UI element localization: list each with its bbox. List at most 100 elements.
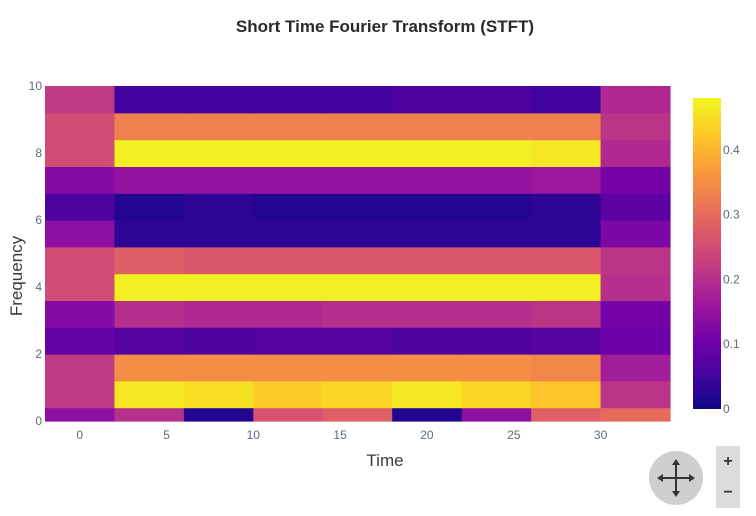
heatmap-cell[interactable] xyxy=(461,407,532,422)
heatmap-cell[interactable] xyxy=(600,407,671,422)
heatmap-cell[interactable] xyxy=(45,86,116,114)
heatmap-cell[interactable] xyxy=(531,407,602,422)
heatmap-cell[interactable] xyxy=(461,273,532,301)
heatmap-cell[interactable] xyxy=(461,354,532,382)
heatmap-cell[interactable] xyxy=(531,327,602,355)
heatmap-cell[interactable] xyxy=(253,327,324,355)
heatmap-cell[interactable] xyxy=(322,380,393,409)
heatmap-cell[interactable] xyxy=(253,112,324,141)
heatmap-cell[interactable] xyxy=(322,139,393,167)
heatmap-cell[interactable] xyxy=(531,380,602,409)
heatmap-cell[interactable] xyxy=(461,246,532,275)
pan-button[interactable] xyxy=(649,451,703,505)
heatmap-cell[interactable] xyxy=(183,407,254,422)
heatmap-cell[interactable] xyxy=(322,166,393,194)
heatmap-cell[interactable] xyxy=(114,407,185,422)
heatmap-cell[interactable] xyxy=(461,220,532,248)
heatmap-cell[interactable] xyxy=(45,193,116,221)
heatmap-cell[interactable] xyxy=(253,300,324,328)
heatmap-cell[interactable] xyxy=(183,246,254,275)
heatmap-cell[interactable] xyxy=(114,380,185,409)
heatmap-cell[interactable] xyxy=(392,112,463,141)
heatmap-cell[interactable] xyxy=(531,220,602,248)
zoom-out-button[interactable]: − xyxy=(723,484,733,501)
heatmap-cell[interactable] xyxy=(392,327,463,355)
heatmap-cell[interactable] xyxy=(114,86,185,114)
heatmap-cells[interactable] xyxy=(45,86,671,422)
heatmap-cell[interactable] xyxy=(392,246,463,275)
heatmap-cell[interactable] xyxy=(531,354,602,382)
heatmap-cell[interactable] xyxy=(600,380,671,409)
heatmap-cell[interactable] xyxy=(461,380,532,409)
heatmap-cell[interactable] xyxy=(392,220,463,248)
heatmap-cell[interactable] xyxy=(114,166,185,194)
heatmap-cell[interactable] xyxy=(322,327,393,355)
heatmap-cell[interactable] xyxy=(600,166,671,194)
heatmap-cell[interactable] xyxy=(600,86,671,114)
heatmap-cell[interactable] xyxy=(253,407,324,422)
heatmap-cell[interactable] xyxy=(600,300,671,328)
heatmap-cell[interactable] xyxy=(531,273,602,301)
heatmap-cell[interactable] xyxy=(114,246,185,275)
heatmap-cell[interactable] xyxy=(600,354,671,382)
heatmap-cell[interactable] xyxy=(45,220,116,248)
heatmap-cell[interactable] xyxy=(600,193,671,221)
heatmap-cell[interactable] xyxy=(322,220,393,248)
heatmap-cell[interactable] xyxy=(253,166,324,194)
heatmap-cell[interactable] xyxy=(253,273,324,301)
heatmap-cell[interactable] xyxy=(45,246,116,275)
heatmap-cell[interactable] xyxy=(45,273,116,301)
heatmap-cell[interactable] xyxy=(600,327,671,355)
heatmap-cell[interactable] xyxy=(461,139,532,167)
heatmap-cell[interactable] xyxy=(114,112,185,141)
heatmap-cell[interactable] xyxy=(45,166,116,194)
heatmap-cell[interactable] xyxy=(531,86,602,114)
heatmap-cell[interactable] xyxy=(392,407,463,422)
heatmap-cell[interactable] xyxy=(45,112,116,141)
heatmap-cell[interactable] xyxy=(461,327,532,355)
heatmap-cell[interactable] xyxy=(461,86,532,114)
heatmap-cell[interactable] xyxy=(183,166,254,194)
heatmap-cell[interactable] xyxy=(183,354,254,382)
heatmap-cell[interactable] xyxy=(322,300,393,328)
heatmap-cell[interactable] xyxy=(114,327,185,355)
heatmap-cell[interactable] xyxy=(600,112,671,141)
heatmap-cell[interactable] xyxy=(183,380,254,409)
heatmap-cell[interactable] xyxy=(600,246,671,275)
heatmap-cell[interactable] xyxy=(531,246,602,275)
heatmap-cell[interactable] xyxy=(45,407,116,422)
heatmap-cell[interactable] xyxy=(45,380,116,409)
zoom-in-button[interactable]: + xyxy=(723,453,733,470)
heatmap-cell[interactable] xyxy=(183,86,254,114)
heatmap-cell[interactable] xyxy=(600,220,671,248)
heatmap-cell[interactable] xyxy=(253,380,324,409)
heatmap-cell[interactable] xyxy=(392,380,463,409)
heatmap-cell[interactable] xyxy=(45,300,116,328)
heatmap-cell[interactable] xyxy=(461,300,532,328)
heatmap-cell[interactable] xyxy=(322,86,393,114)
heatmap-cell[interactable] xyxy=(114,193,185,221)
heatmap-cell[interactable] xyxy=(392,139,463,167)
heatmap-cell[interactable] xyxy=(461,166,532,194)
heatmap-cell[interactable] xyxy=(114,354,185,382)
heatmap-cell[interactable] xyxy=(183,220,254,248)
heatmap-cell[interactable] xyxy=(253,354,324,382)
heatmap-cell[interactable] xyxy=(392,273,463,301)
heatmap-cell[interactable] xyxy=(322,193,393,221)
heatmap-cell[interactable] xyxy=(461,112,532,141)
heatmap-cell[interactable] xyxy=(600,139,671,167)
heatmap-cell[interactable] xyxy=(253,193,324,221)
heatmap-cell[interactable] xyxy=(183,193,254,221)
heatmap-cell[interactable] xyxy=(114,220,185,248)
heatmap-cell[interactable] xyxy=(45,139,116,167)
heatmap-cell[interactable] xyxy=(600,273,671,301)
heatmap-cell[interactable] xyxy=(183,273,254,301)
heatmap-cell[interactable] xyxy=(531,300,602,328)
heatmap-cell[interactable] xyxy=(392,166,463,194)
heatmap-cell[interactable] xyxy=(183,112,254,141)
heatmap-cell[interactable] xyxy=(253,86,324,114)
heatmap-cell[interactable] xyxy=(45,327,116,355)
heatmap-cell[interactable] xyxy=(322,407,393,422)
heatmap-cell[interactable] xyxy=(45,354,116,382)
heatmap-cell[interactable] xyxy=(114,300,185,328)
